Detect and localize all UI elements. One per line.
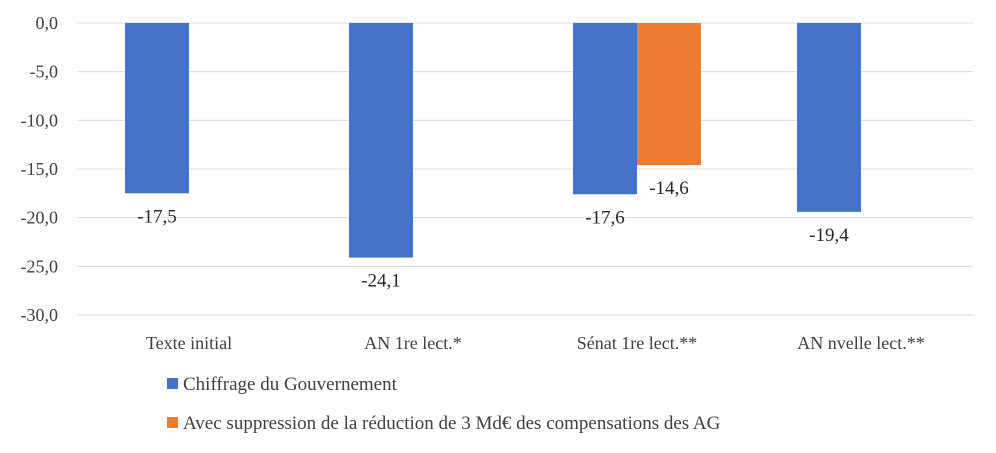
legend-label: Avec suppression de la réduction de 3 Md…: [183, 413, 721, 434]
bar-government: [573, 23, 637, 195]
x-category-label: Texte initial: [146, 333, 232, 353]
bar-government: [797, 23, 861, 212]
y-tick-label: -20,0: [21, 208, 59, 228]
y-tick-label: -30,0: [21, 305, 59, 325]
x-category-label: Sénat 1re lect.**: [577, 333, 697, 353]
data-label: -17,6: [585, 207, 625, 228]
y-tick-label: -25,0: [21, 256, 59, 276]
data-label: -17,5: [137, 206, 177, 227]
x-category-label: AN nvelle lect.**: [797, 333, 924, 353]
legend-label: Chiffrage du Gouvernement: [183, 374, 398, 395]
y-tick-label: -10,0: [21, 110, 59, 130]
y-tick-label: 0,0: [36, 13, 59, 33]
data-label: -24,1: [361, 271, 401, 292]
x-category-label: AN 1re lect.*: [364, 333, 461, 353]
data-label: -14,6: [649, 178, 689, 199]
bar-government: [349, 23, 413, 258]
bar-government: [125, 23, 189, 194]
data-label: -19,4: [809, 225, 849, 246]
y-tick-label: -5,0: [30, 62, 59, 82]
y-tick-label: -15,0: [21, 159, 59, 179]
legend-swatch: [167, 378, 178, 389]
bar-without-reduction: [637, 23, 701, 166]
legend-swatch: [167, 417, 178, 428]
